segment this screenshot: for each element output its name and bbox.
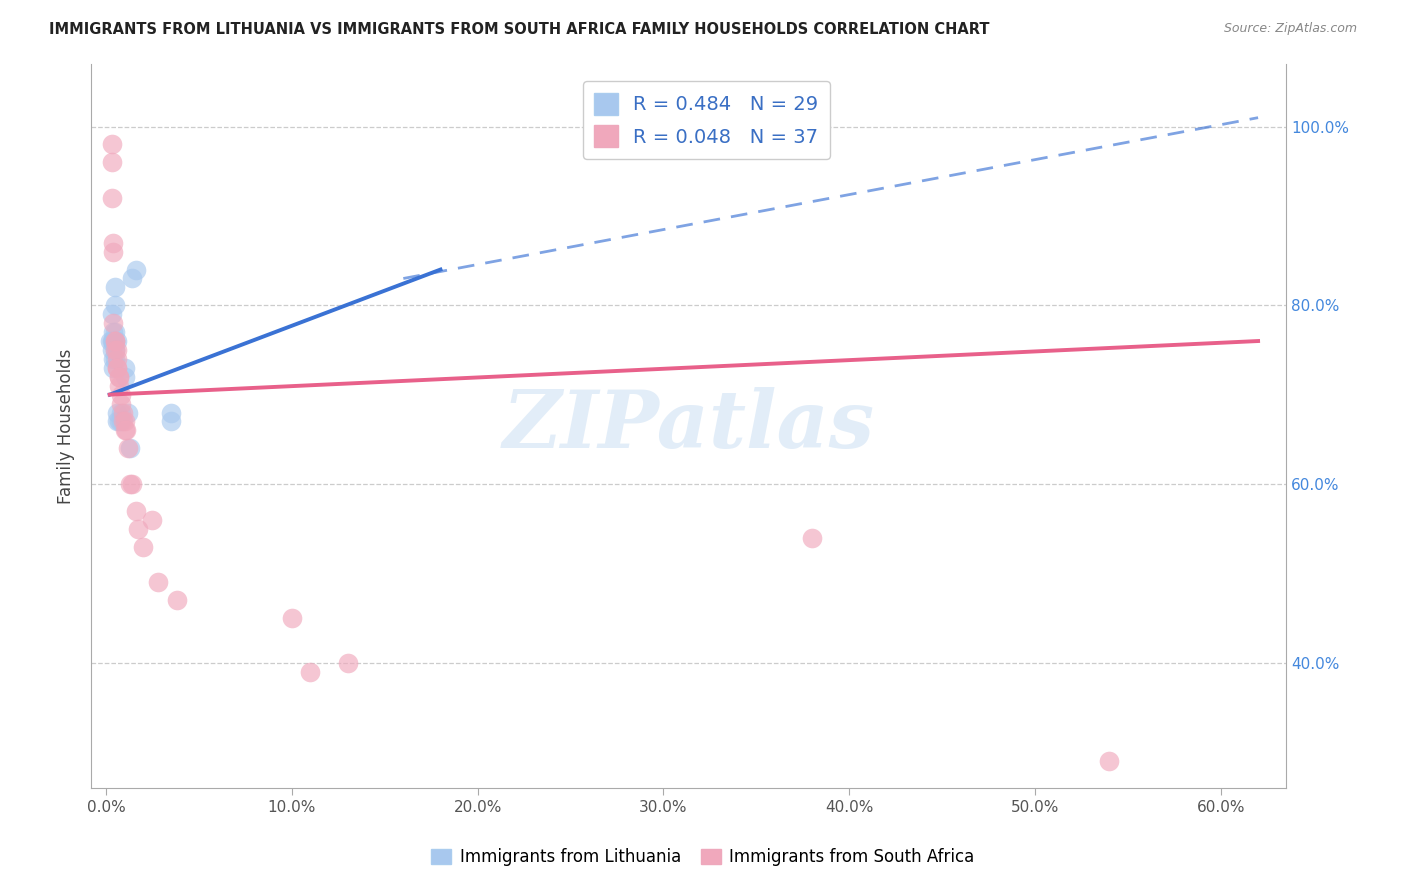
Point <box>108 378 131 392</box>
Point <box>114 423 136 437</box>
Point <box>127 522 149 536</box>
Point <box>115 423 138 437</box>
Point <box>100 307 122 321</box>
Point <box>146 575 169 590</box>
Point <box>103 244 125 259</box>
Point <box>104 280 127 294</box>
Point <box>336 656 359 670</box>
Point <box>114 369 136 384</box>
Point <box>108 369 131 384</box>
Point <box>121 271 143 285</box>
Point <box>132 540 155 554</box>
Point <box>104 351 127 366</box>
Point <box>166 593 188 607</box>
Point <box>111 414 134 428</box>
Point <box>105 360 128 375</box>
Point <box>110 396 132 410</box>
Point <box>105 351 128 366</box>
Point <box>100 155 122 169</box>
Point <box>120 442 142 456</box>
Point <box>100 137 122 152</box>
Point <box>160 405 183 419</box>
Point <box>103 360 125 375</box>
Point <box>100 334 122 348</box>
Point <box>114 414 136 428</box>
Point <box>110 414 132 428</box>
Point <box>160 414 183 428</box>
Point <box>104 334 127 348</box>
Point <box>105 360 128 375</box>
Point <box>299 665 322 679</box>
Point <box>103 316 125 330</box>
Text: Source: ZipAtlas.com: Source: ZipAtlas.com <box>1223 22 1357 36</box>
Point <box>125 262 148 277</box>
Point <box>1098 754 1121 768</box>
Point <box>103 325 125 339</box>
Point <box>801 531 824 545</box>
Legend: R = 0.484   N = 29, R = 0.048   N = 37: R = 0.484 N = 29, R = 0.048 N = 37 <box>583 81 830 159</box>
Point <box>104 298 127 312</box>
Point <box>104 334 127 348</box>
Point <box>103 334 125 348</box>
Point <box>117 442 139 456</box>
Point <box>103 351 125 366</box>
Point <box>103 235 125 250</box>
Point <box>105 414 128 428</box>
Point <box>108 369 131 384</box>
Point <box>141 513 163 527</box>
Point <box>110 387 132 401</box>
Point <box>125 504 148 518</box>
Point <box>281 611 304 625</box>
Point <box>114 360 136 375</box>
Point <box>105 343 128 357</box>
Y-axis label: Family Households: Family Households <box>58 348 75 504</box>
Point <box>104 334 127 348</box>
Point <box>105 405 128 419</box>
Point <box>100 343 122 357</box>
Legend: Immigrants from Lithuania, Immigrants from South Africa: Immigrants from Lithuania, Immigrants fr… <box>425 842 981 873</box>
Point <box>121 477 143 491</box>
Point <box>103 334 125 348</box>
Point <box>98 334 121 348</box>
Point <box>104 343 127 357</box>
Point <box>108 414 131 428</box>
Point <box>105 334 128 348</box>
Point <box>100 191 122 205</box>
Text: ZIPatlas: ZIPatlas <box>502 387 875 465</box>
Point <box>110 405 132 419</box>
Point <box>120 477 142 491</box>
Point <box>111 405 134 419</box>
Point <box>104 325 127 339</box>
Text: IMMIGRANTS FROM LITHUANIA VS IMMIGRANTS FROM SOUTH AFRICA FAMILY HOUSEHOLDS CORR: IMMIGRANTS FROM LITHUANIA VS IMMIGRANTS … <box>49 22 990 37</box>
Point <box>104 343 127 357</box>
Point <box>117 405 139 419</box>
